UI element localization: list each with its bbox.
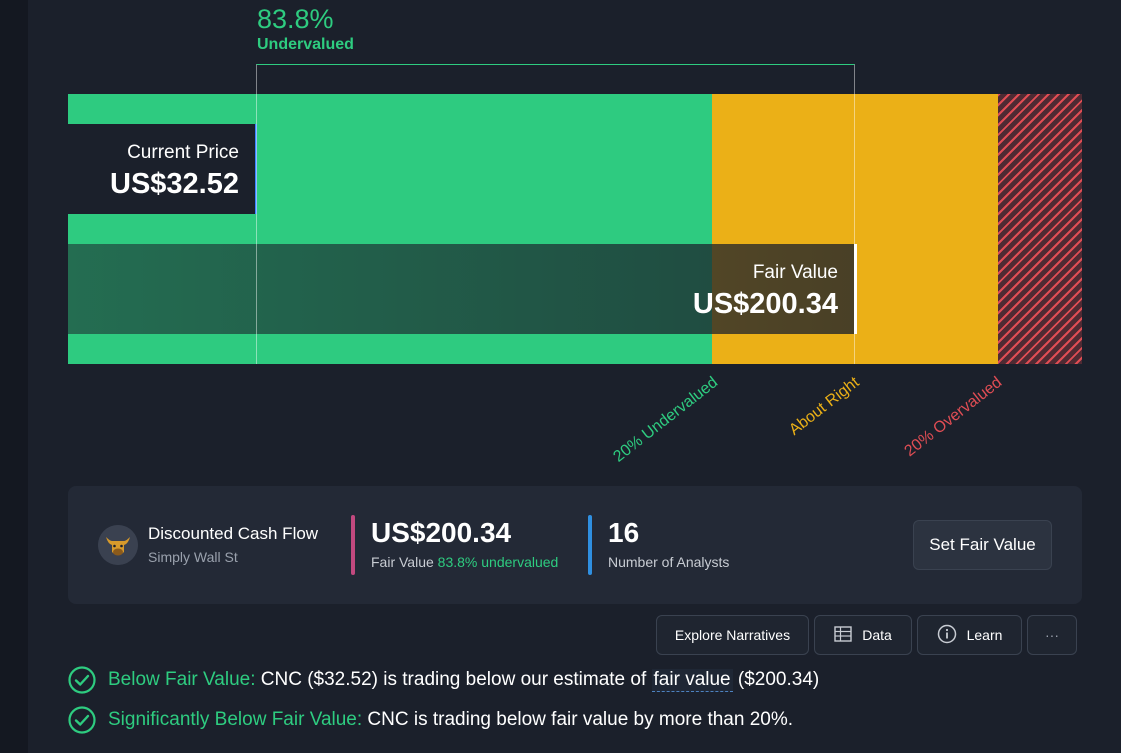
check-title: Below Fair Value: (108, 669, 256, 690)
explore-narratives-button[interactable]: Explore Narratives (656, 615, 809, 655)
fair-value-status: 83.8% undervalued (437, 554, 559, 570)
undervalued-label: Undervalued (257, 36, 354, 53)
check-below-fair-value: Below Fair Value: CNC ($32.52) is tradin… (68, 664, 819, 696)
model-title: Discounted Cash Flow (148, 524, 319, 543)
difference-bracket (256, 64, 855, 364)
zone-label-overvalued: 20% Overvalued (901, 373, 1005, 461)
analysts-accent (588, 515, 592, 575)
analysts-count: 16 (608, 517, 640, 548)
fair-value-value: US$200.34 (692, 288, 838, 320)
fair-value-bar: Fair Value US$200.34 (68, 244, 855, 334)
check-circle-icon (68, 706, 96, 734)
zone-label-undervalued: 20% Undervalued (610, 373, 721, 466)
current-price-box: Current Price US$32.52 (68, 124, 256, 214)
model-source: Simply Wall St (148, 549, 238, 565)
fair-value-caption-label: Fair Value (371, 554, 434, 570)
check-circle-icon (68, 666, 96, 694)
explore-narratives-label: Explore Narratives (674, 627, 791, 643)
check-text-after: ($200.34) (732, 669, 820, 690)
check-significantly-below-fair-value: Significantly Below Fair Value: CNC is t… (68, 704, 793, 736)
data-label: Data (862, 627, 892, 643)
left-gutter (0, 0, 28, 753)
current-price-label: Current Price (127, 142, 239, 163)
set-fair-value-button[interactable]: Set Fair Value (913, 520, 1052, 570)
current-price-marker (255, 124, 257, 214)
table-icon (834, 625, 852, 645)
fair-value-label: Fair Value (752, 262, 838, 283)
card-fair-value-caption: Fair Value 83.8% undervalued (371, 554, 558, 570)
overvalued-zone (998, 94, 1082, 364)
current-price-value: US$32.52 (110, 168, 239, 200)
learn-label: Learn (966, 627, 1003, 643)
data-button[interactable]: Data (814, 615, 912, 655)
card-fair-value: US$200.34 (371, 517, 512, 548)
zone-label-about-right: About Right (786, 373, 863, 439)
check-title: Significantly Below Fair Value: (108, 709, 363, 730)
valuation-summary-card: Discounted Cash Flow Simply Wall St US$2… (68, 486, 1082, 604)
fair-value-accent (351, 515, 355, 575)
bull-avatar-icon (98, 525, 138, 565)
learn-button[interactable]: Learn (917, 615, 1022, 655)
fair-value-link[interactable]: fair value (651, 668, 733, 692)
info-icon (937, 624, 957, 647)
fair-value-marker (854, 244, 857, 334)
analysts-caption: Number of Analysts (608, 554, 730, 570)
more-options-button[interactable]: ··· (1027, 615, 1077, 655)
check-text: CNC is trading below fair value by more … (362, 709, 794, 730)
check-text-before: CNC ($32.52) is trading below our estima… (255, 669, 652, 690)
undervalued-percent: 83.8% (257, 4, 334, 34)
more-icon: ··· (1045, 627, 1059, 643)
